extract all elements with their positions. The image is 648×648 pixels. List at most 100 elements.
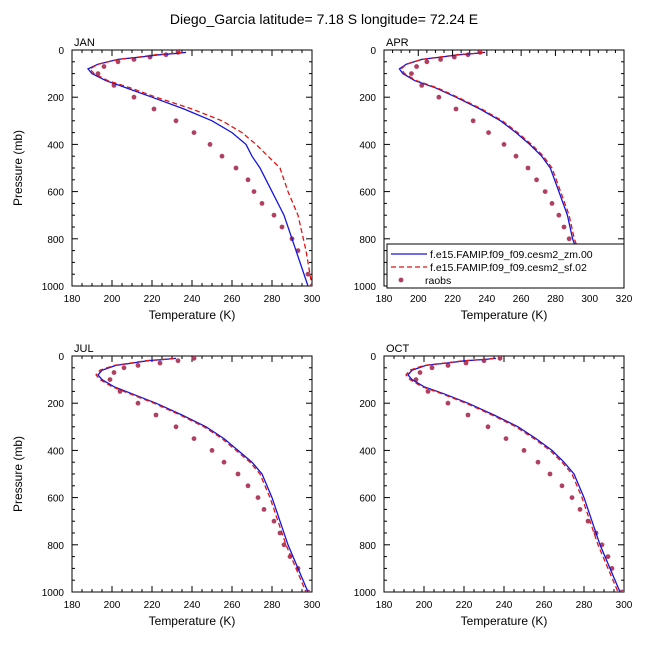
x-tick-label: 260 — [536, 600, 553, 611]
raobs-point — [501, 142, 507, 147]
x-tick-label: 280 — [576, 600, 593, 611]
x-tick-label: 200 — [104, 294, 121, 305]
legend-label: raobs — [425, 275, 451, 287]
y-tick-label: 0 — [58, 46, 64, 57]
x-tick-label: 220 — [144, 600, 161, 611]
y-tick-label: 600 — [359, 188, 376, 199]
plot-frame — [383, 355, 625, 593]
x-tick-label: 220 — [144, 294, 161, 305]
x-tick-label: 180 — [64, 294, 81, 305]
panel-oct: 180 200 220 240 260 280 300 0 200 400 600 800 1000 OC… — [354, 343, 633, 628]
raobs-point — [525, 165, 531, 171]
raobs-point — [191, 130, 197, 136]
raobs-point — [207, 142, 213, 147]
raobs-point — [287, 554, 293, 559]
raobs-point — [305, 271, 311, 277]
raobs-point — [470, 118, 476, 124]
raobs-point — [549, 201, 555, 206]
raobs-point — [485, 424, 491, 430]
raobs-point — [151, 106, 157, 112]
panel-jan: 180 200 220 240 260 280 300 0 200 400 600 800 1000 JA… — [11, 37, 321, 322]
raobs-point — [419, 83, 425, 88]
x-axis-title: Temperature (K) — [461, 614, 548, 628]
legend-box — [386, 243, 625, 289]
raobs-point — [175, 358, 181, 364]
raobs-point — [115, 59, 121, 65]
raobs-point — [235, 471, 241, 477]
x-tick-label: 240 — [496, 600, 513, 611]
y-tick-label: 800 — [359, 235, 376, 246]
y-tick-label: 1000 — [354, 588, 377, 599]
y-tick-label: 400 — [359, 140, 376, 151]
series-line-sf — [89, 51, 312, 286]
y-tick-label: 800 — [47, 235, 64, 246]
y-tick-label: 400 — [47, 446, 64, 457]
raobs-point — [486, 130, 491, 136]
raobs-point — [547, 471, 553, 477]
raobs-point — [157, 360, 163, 366]
y-tick-label: 0 — [370, 46, 376, 57]
raobs-point — [219, 153, 225, 159]
series-line-sf — [400, 51, 591, 286]
raobs-point — [556, 212, 562, 218]
y-tick-label: 1000 — [42, 282, 65, 293]
legend-label: f.e15.FAMIP.f09_f09.cesm2_sf.02 — [430, 262, 587, 274]
y-tick-label: 0 — [370, 352, 376, 363]
raobs-point — [191, 436, 197, 441]
series-line-sf — [405, 357, 619, 592]
y-tick-label: 1000 — [42, 588, 65, 599]
raobs-point — [569, 495, 575, 500]
plot-frame — [71, 49, 313, 287]
raobs-point — [245, 177, 251, 183]
x-tick-label: 240 — [479, 294, 496, 305]
y-tick-label: 200 — [359, 399, 376, 410]
raobs-point — [251, 189, 257, 195]
y-tick-label: 800 — [359, 541, 376, 552]
raobs-point — [445, 363, 451, 368]
x-axis-title: Temperature (K) — [461, 308, 548, 322]
x-axis-title: Temperature (K) — [149, 614, 236, 628]
y-tick-label: 600 — [47, 494, 64, 505]
x-tick-label: 240 — [184, 294, 201, 305]
raobs-point — [535, 459, 541, 465]
y-tick-label: 200 — [47, 399, 64, 410]
panel-label: JAN — [74, 37, 95, 49]
raobs-point — [101, 64, 107, 69]
raobs-point — [521, 448, 527, 453]
y-tick-label: 0 — [58, 352, 64, 363]
raobs-point — [233, 165, 239, 171]
raobs-point — [135, 363, 141, 368]
legend-marker — [398, 277, 404, 283]
raobs-point — [271, 212, 277, 218]
plot-area — [95, 356, 311, 592]
raobs-point — [259, 201, 265, 206]
x-tick-label: 180 — [376, 600, 393, 611]
raobs-point — [436, 94, 442, 100]
x-tick-label: 220 — [456, 600, 473, 611]
raobs-point — [577, 507, 583, 512]
legend-label: f.e15.FAMIP.f09_f09.cesm2_zm.00 — [430, 249, 593, 261]
raobs-point — [429, 365, 435, 371]
raobs-point — [271, 518, 277, 524]
y-tick-label: 200 — [47, 93, 64, 104]
x-tick-label: 260 — [224, 600, 241, 611]
x-tick-label: 300 — [581, 294, 598, 305]
series-line-zm — [86, 51, 309, 286]
raobs-point — [566, 236, 572, 242]
y-tick-label: 400 — [359, 446, 376, 457]
plot-frame — [71, 355, 313, 593]
raobs-point — [417, 370, 423, 375]
raobs-point — [255, 495, 261, 500]
raobs-point — [453, 106, 459, 112]
raobs-point — [261, 507, 267, 512]
raobs-point — [221, 459, 227, 465]
raobs-point — [111, 370, 117, 375]
x-tick-label: 260 — [224, 294, 241, 305]
x-tick-label: 200 — [104, 600, 121, 611]
panel-label: JUL — [74, 343, 94, 355]
x-tick-label: 300 — [304, 294, 321, 305]
x-tick-label: 280 — [264, 294, 281, 305]
raobs-point — [513, 153, 519, 159]
raobs-point — [173, 424, 179, 430]
panels: 180 200 220 240 260 280 300 0 200 400 600 800 1000 JA… — [11, 37, 633, 628]
